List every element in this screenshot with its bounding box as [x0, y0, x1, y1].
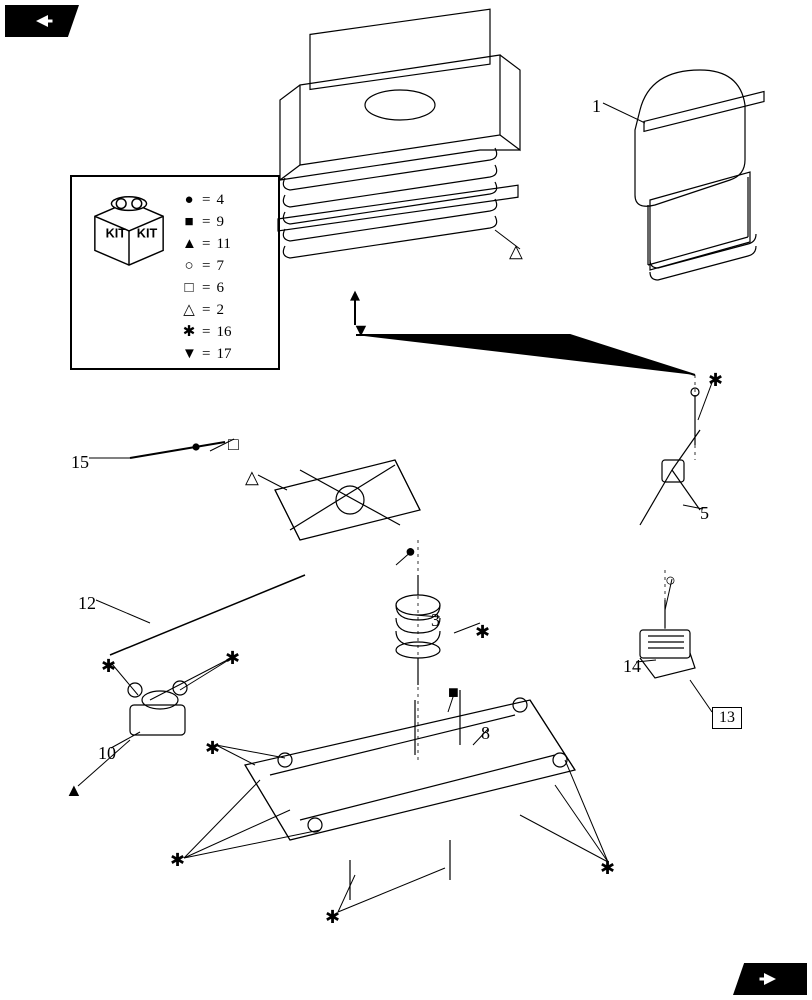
callout-15: 15: [71, 452, 89, 473]
callout-10: 10: [98, 743, 116, 764]
callout-1: 1: [592, 96, 601, 117]
marker-asterisk: ✱: [101, 656, 116, 677]
marker-asterisk: ✱: [225, 648, 240, 669]
callout-12: 12: [78, 593, 96, 614]
marker-circle-solid: ●: [405, 541, 416, 562]
callout-8: 8: [481, 723, 490, 744]
callout-3: 3: [431, 610, 440, 631]
marker-triangle-hollow: △: [509, 241, 523, 262]
marker-asterisk: ✱: [170, 850, 185, 871]
marker-triangle-hollow: △: [245, 467, 259, 488]
marker-square-solid: ■: [448, 682, 459, 703]
callout-13: 13: [712, 707, 742, 729]
callout-5: 5: [700, 503, 709, 524]
marker-asterisk: ✱: [325, 907, 340, 928]
marker-asterisk: ✱: [475, 622, 490, 643]
marker-asterisk: ✱: [600, 858, 615, 879]
page-container: KIT KIT ● = 4 ■ = 9 ▲ = 11 ○ = 7 □ = 6 △…: [0, 0, 812, 1000]
marker-triangle-solid: ▲: [65, 780, 83, 801]
marker-asterisk: ✱: [708, 370, 723, 391]
callout-14: 14: [623, 656, 641, 677]
marker-asterisk: ✱: [205, 738, 220, 759]
marker-triangle-down: ▼: [352, 320, 370, 341]
marker-circle-hollow: ○: [665, 570, 676, 591]
marker-square-hollow: □: [228, 434, 239, 455]
exploded-view-artwork: [0, 0, 812, 1000]
